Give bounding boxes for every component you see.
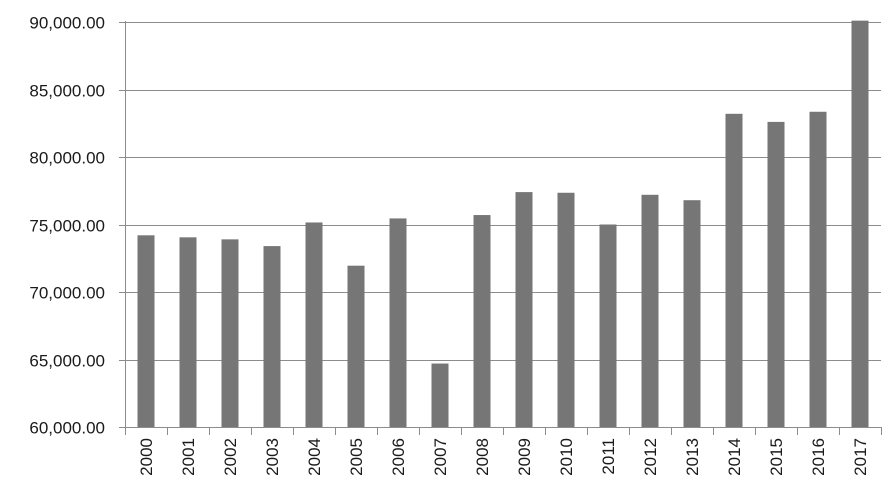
- y-tick-label: 90,000.00: [29, 14, 105, 33]
- x-tick-label-2009: 2009: [515, 438, 534, 476]
- y-tick-label: 60,000.00: [29, 419, 105, 438]
- bar-2014: [725, 113, 743, 428]
- x-tick-label-2011: 2011: [599, 438, 618, 475]
- bar-2003: [263, 246, 281, 427]
- gridlines: [125, 22, 881, 361]
- bar-2012: [641, 194, 659, 427]
- x-tick-label-2000: 2000: [137, 438, 156, 476]
- y-tick-label: 75,000.00: [29, 217, 105, 236]
- x-tick-label-2010: 2010: [557, 438, 576, 476]
- y-tick-label: 70,000.00: [29, 284, 105, 303]
- x-tick-labels: 2000 2001 2002 2003 2004 2005 2006 2007 2008 2009…: [137, 438, 870, 476]
- bar-2009: [515, 192, 533, 427]
- bars: [137, 20, 869, 428]
- x-tick-label-2013: 2013: [683, 438, 702, 476]
- bar-2006: [389, 218, 407, 427]
- x-tick-label-2017: 2017: [851, 438, 870, 476]
- bar-2017: [851, 20, 869, 428]
- x-tick-label-2004: 2004: [305, 438, 324, 476]
- bar-2015: [767, 121, 785, 428]
- x-tick-label-2003: 2003: [263, 438, 282, 476]
- y-tick-label: 80,000.00: [29, 149, 105, 168]
- bar-2004: [305, 222, 323, 427]
- bar-2000: [137, 235, 155, 427]
- x-tick-label-2016: 2016: [809, 438, 828, 476]
- x-tick-label-2006: 2006: [389, 438, 408, 476]
- bar-2011: [599, 224, 617, 427]
- y-tick-label: 65,000.00: [29, 352, 105, 371]
- bar-2010: [557, 192, 575, 427]
- x-tick-label-2002: 2002: [221, 438, 240, 476]
- x-tick-label-2014: 2014: [725, 438, 744, 476]
- x-tick-label-2001: 2001: [179, 438, 198, 476]
- x-tick-label-2015: 2015: [767, 438, 786, 476]
- x-tick-label-2007: 2007: [431, 438, 450, 476]
- bar-2005: [347, 265, 365, 427]
- x-tick-label-2012: 2012: [641, 438, 660, 476]
- bar-2007: [431, 363, 449, 427]
- bar-2002: [221, 239, 239, 427]
- bar-2001: [179, 237, 197, 427]
- bar-2016: [809, 111, 827, 428]
- y-tick-label: 85,000.00: [29, 82, 105, 101]
- bar-2013: [683, 200, 701, 427]
- y-tick-labels: 60,000.00 65,000.00 70,000.00 75,000.00 80,0…: [29, 14, 105, 438]
- x-tick-label-2008: 2008: [473, 438, 492, 476]
- axes: [119, 21, 882, 435]
- x-tick-label-2005: 2005: [347, 438, 366, 476]
- bar-2008: [473, 215, 491, 427]
